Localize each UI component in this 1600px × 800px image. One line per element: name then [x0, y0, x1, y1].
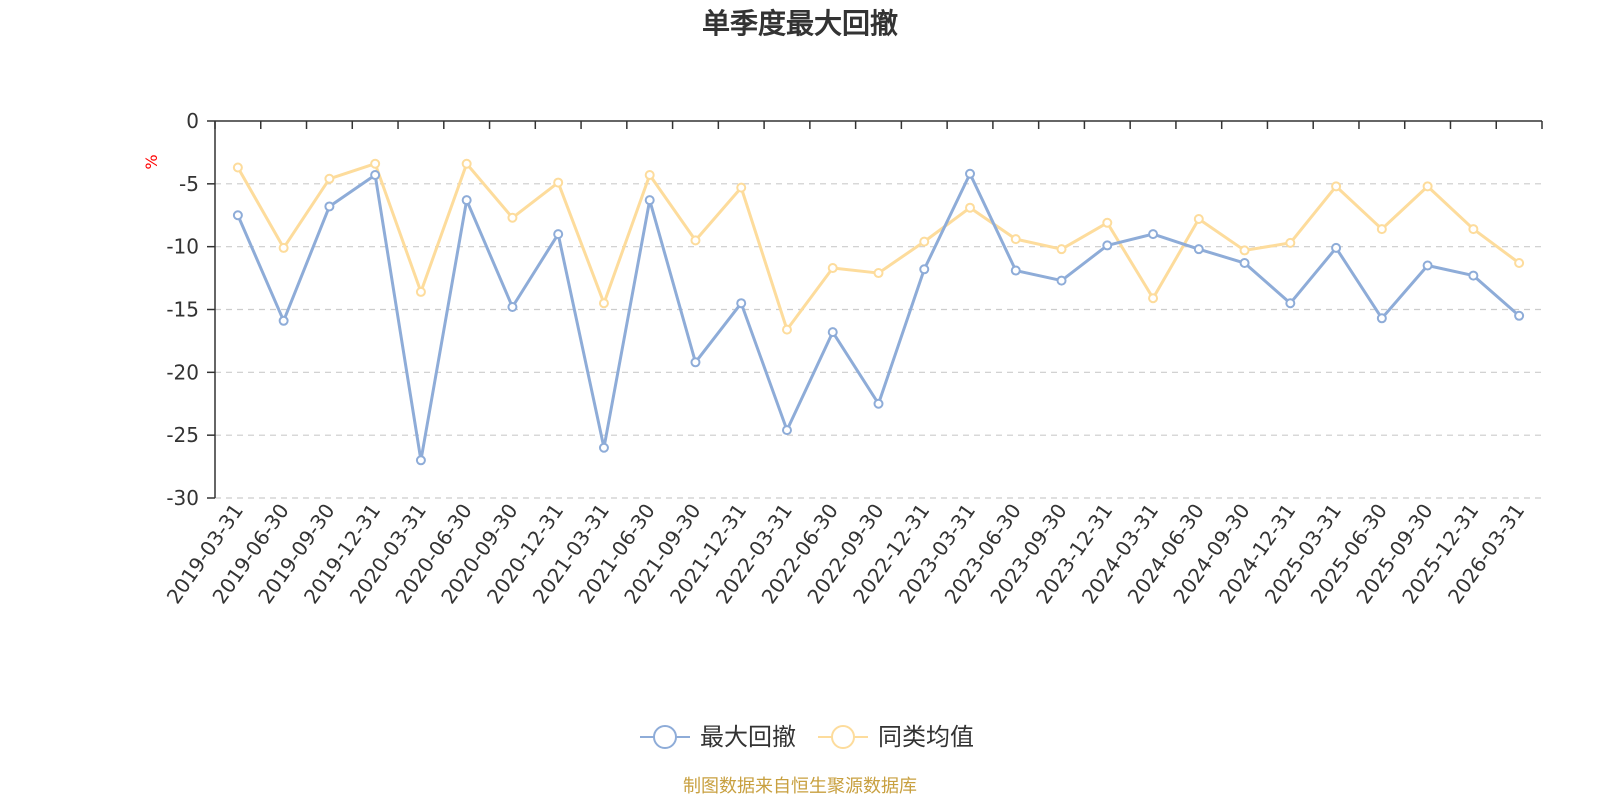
data-point[interactable] [1193, 214, 1204, 225]
data-point[interactable] [644, 195, 655, 206]
data-point[interactable] [1239, 245, 1250, 256]
legend-label: 最大回撤 [700, 723, 796, 751]
data-point[interactable] [1376, 313, 1387, 324]
data-point[interactable] [919, 236, 930, 247]
data-point[interactable] [690, 357, 701, 368]
data-point[interactable] [507, 212, 518, 223]
data-point[interactable] [873, 268, 884, 279]
series-layer [232, 158, 1525, 466]
data-point[interactable] [232, 210, 243, 221]
data-point[interactable] [598, 442, 609, 453]
y-tick-label: -20 [166, 360, 199, 384]
data-point[interactable] [415, 286, 426, 297]
data-point[interactable] [736, 298, 747, 309]
series-line [236, 172, 1521, 462]
data-point[interactable] [507, 301, 518, 312]
data-point[interactable] [1422, 181, 1433, 192]
legend-marker [653, 725, 677, 749]
legend-marker [831, 725, 855, 749]
data-point[interactable] [1148, 293, 1159, 304]
data-point[interactable] [1148, 229, 1159, 240]
data-point[interactable] [781, 324, 792, 335]
legend-item-peer-average[interactable]: 同类均值 [818, 723, 974, 751]
data-point[interactable] [690, 235, 701, 246]
data-point[interactable] [965, 168, 976, 179]
data-point[interactable] [370, 170, 381, 181]
series-peer-average [232, 158, 1525, 335]
y-tick-label: -15 [166, 298, 199, 322]
data-point[interactable] [736, 182, 747, 193]
chart-title: 单季度最大回撤 [702, 7, 898, 40]
data-point[interactable] [1285, 298, 1296, 309]
data-point[interactable] [461, 158, 472, 169]
grid-lines [215, 183, 1542, 499]
data-point[interactable] [1010, 265, 1021, 276]
data-point[interactable] [1193, 244, 1204, 255]
data-point[interactable] [1468, 270, 1479, 281]
data-point[interactable] [1010, 234, 1021, 245]
data-point[interactable] [232, 162, 243, 173]
y-tick-label: 0 [186, 109, 199, 133]
data-point[interactable] [461, 195, 472, 206]
data-point[interactable] [324, 173, 335, 184]
series-max-drawdown [232, 168, 1525, 466]
y-axis-unit: % [142, 154, 161, 169]
data-point[interactable] [370, 158, 381, 169]
data-point[interactable] [1331, 242, 1342, 253]
data-point[interactable] [1056, 275, 1067, 286]
data-point[interactable] [1285, 237, 1296, 248]
data-point[interactable] [278, 315, 289, 326]
y-tick-label: -30 [166, 486, 199, 510]
y-tick-label: -5 [179, 172, 199, 196]
data-point[interactable] [1239, 258, 1250, 269]
data-point[interactable] [1331, 181, 1342, 192]
data-point[interactable] [553, 229, 564, 240]
data-source-note: 制图数据来自恒生聚源数据库 [683, 776, 917, 797]
data-point[interactable] [1056, 244, 1067, 255]
data-point[interactable] [827, 327, 838, 338]
data-point[interactable] [1102, 217, 1113, 228]
data-point[interactable] [1102, 240, 1113, 251]
data-point[interactable] [965, 202, 976, 213]
data-point[interactable] [415, 455, 426, 466]
legend: 最大回撤 同类均值 [640, 723, 974, 751]
data-point[interactable] [781, 425, 792, 436]
data-point[interactable] [598, 298, 609, 309]
data-point[interactable] [644, 170, 655, 181]
data-point[interactable] [1514, 310, 1525, 321]
data-point[interactable] [873, 398, 884, 409]
data-point[interactable] [1376, 224, 1387, 235]
data-point[interactable] [278, 242, 289, 253]
data-point[interactable] [1422, 260, 1433, 271]
y-tick-label: -10 [166, 235, 199, 259]
data-point[interactable] [324, 201, 335, 212]
data-point[interactable] [919, 264, 930, 275]
data-point[interactable] [827, 263, 838, 274]
data-point[interactable] [1514, 258, 1525, 269]
legend-item-max-drawdown[interactable]: 最大回撤 [640, 723, 796, 751]
legend-label: 同类均值 [878, 723, 974, 751]
data-point[interactable] [553, 177, 564, 188]
data-point[interactable] [1468, 224, 1479, 235]
y-tick-label: -25 [166, 423, 199, 447]
